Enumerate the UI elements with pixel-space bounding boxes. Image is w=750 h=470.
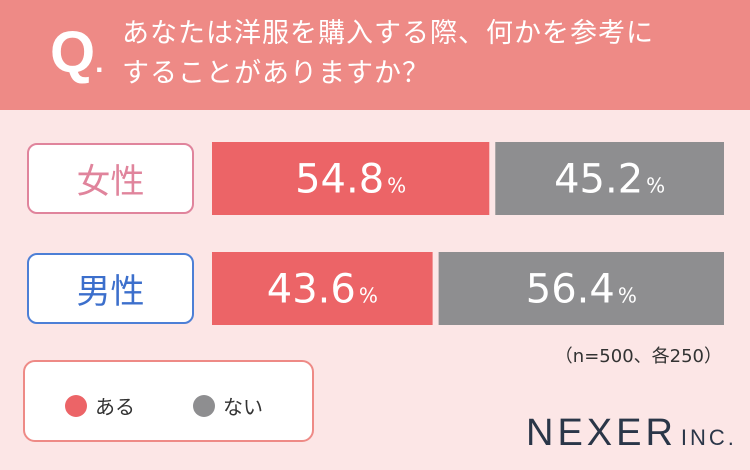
sample-size-note: （n=500、各250） [554, 346, 722, 367]
legend-label-yes: ある [95, 395, 135, 419]
question-header: Q. あなたは洋服を購入する際、何かを参考に することがありますか？ [0, 0, 750, 110]
data-label-no-female: 45.2% [554, 157, 665, 203]
question-line-1: あなたは洋服を購入する際、何かを参考に [122, 18, 654, 49]
bar-no-female [495, 142, 724, 215]
category-label-female: 女性 [27, 143, 194, 214]
legend-label-no: ない [223, 395, 263, 419]
legend-dot-no [193, 394, 215, 417]
legend-item-yes: ある [65, 391, 135, 420]
question-mark: Q. [50, 20, 104, 85]
legend-dot-yes [65, 394, 87, 417]
company-logo: NEXER INC. [526, 412, 737, 454]
data-label-no-male: 56.4% [526, 267, 637, 313]
bar-yes-female [212, 142, 490, 215]
data-label-yes-male: 43.6% [267, 267, 378, 313]
legend-item-no: ない [193, 391, 263, 420]
category-label-male: 男性 [27, 253, 194, 324]
bar-no-male [438, 252, 724, 325]
legend: ある ない [23, 360, 314, 442]
question-text: あなたは洋服を購入する際、何かを参考に することがありますか？ [122, 14, 722, 94]
question-line-2: することがありますか？ [122, 58, 430, 89]
data-label-yes-female: 54.8% [295, 157, 406, 203]
bar-yes-male [212, 252, 433, 325]
